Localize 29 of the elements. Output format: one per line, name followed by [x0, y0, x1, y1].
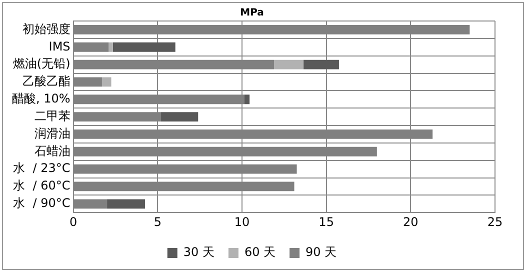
bar — [112, 42, 176, 52]
y-tick-label: IMS — [48, 39, 70, 54]
legend-label: 90 天 — [306, 245, 337, 260]
bar — [304, 60, 339, 70]
x-tick-label: 10 — [234, 214, 250, 229]
chart-title: MPa — [240, 8, 264, 19]
y-tick-label: 乙酸乙酯 — [22, 74, 70, 88]
x-tick-label: 5 — [154, 214, 162, 229]
bar — [244, 94, 250, 104]
y-tick-label: 二甲苯 — [34, 108, 70, 123]
bar — [161, 112, 198, 122]
y-tick-label: 水 / 60°C — [13, 178, 70, 193]
x-tick-label: 20 — [403, 214, 418, 229]
y-tick-label: 润滑油 — [34, 126, 70, 140]
x-tick-label: 15 — [318, 214, 334, 229]
y-tick-label: 水 / 23°C — [13, 161, 70, 176]
y-tick-label: 水 / 90°C — [13, 196, 70, 210]
x-tick-label: 25 — [487, 214, 503, 229]
y-tick-label: 石蜡油 — [34, 144, 70, 158]
legend-label: 30 天 — [183, 245, 214, 260]
y-tick-label: 初始强度 — [22, 22, 70, 36]
legend-label: 60 天 — [244, 245, 276, 260]
bar — [274, 60, 304, 70]
x-tick-label: 0 — [69, 214, 78, 229]
y-tick-label: 醋酸, 10% — [12, 92, 70, 106]
bar — [102, 77, 112, 87]
y-tick-label: 燃油(无铅) — [12, 56, 70, 71]
bar — [107, 199, 145, 209]
bar — [108, 42, 113, 52]
